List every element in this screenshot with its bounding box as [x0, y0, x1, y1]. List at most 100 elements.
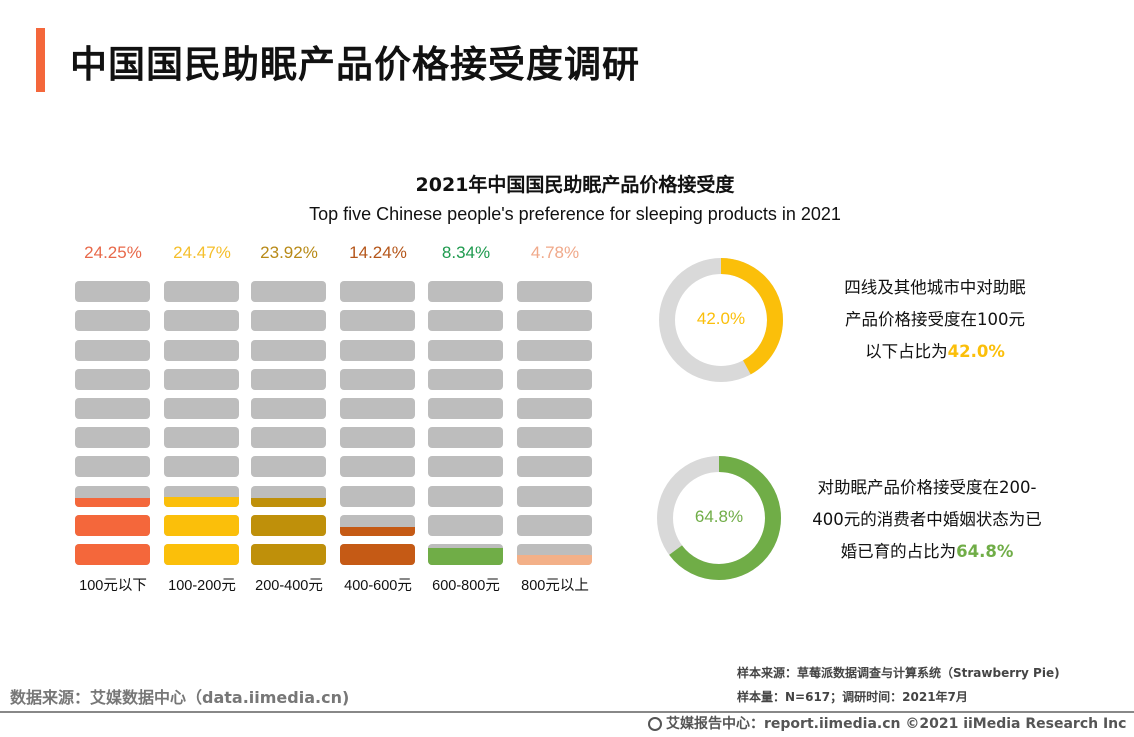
- description-line: 婚已育的占比为64.8%: [840, 542, 1014, 561]
- description-line: 四线及其他城市中对助眠: [844, 278, 1026, 297]
- value-label: 14.24%: [349, 243, 407, 262]
- description-line: 400元的消费者中婚姻状态为已: [812, 510, 1042, 529]
- value-label: 23.92%: [260, 243, 318, 262]
- block: [164, 456, 239, 478]
- donut-arc: [657, 456, 781, 580]
- description-line: 以下占比为42.0%: [865, 342, 1005, 361]
- block: [75, 281, 150, 303]
- block: [517, 514, 592, 536]
- block-fill: [428, 547, 503, 565]
- value-label: 4.78%: [530, 243, 580, 262]
- donut-center-label: 42.0%: [696, 309, 746, 328]
- value-label: 8.34%: [441, 243, 491, 262]
- block: [164, 427, 239, 449]
- block: [75, 339, 150, 361]
- block-fill: [75, 514, 150, 536]
- block: [340, 398, 415, 419]
- block: [251, 368, 326, 390]
- block: [75, 514, 150, 536]
- block: [251, 427, 326, 449]
- donut-chart: [659, 258, 783, 382]
- block-fill: [251, 514, 326, 536]
- block: [517, 310, 592, 332]
- block: [164, 544, 239, 565]
- block: [517, 281, 592, 303]
- block: [251, 456, 326, 478]
- block: [251, 485, 326, 507]
- donut-arc: [659, 258, 783, 382]
- block: [517, 544, 592, 565]
- block-fill: [340, 544, 415, 565]
- block: [340, 339, 415, 361]
- highlight-value: 42.0%: [947, 342, 1005, 361]
- block: [251, 514, 326, 536]
- copyright: 艾媒报告中心：report.iimedia.cn ©2021 iiMedia R…: [648, 713, 1126, 733]
- highlight-value: 64.8%: [956, 542, 1014, 561]
- block: [75, 485, 150, 507]
- title-accent-bar: [36, 28, 45, 92]
- block-fill: [164, 544, 239, 565]
- block: [340, 514, 415, 536]
- block: [340, 544, 415, 565]
- block-fill: [75, 544, 150, 565]
- block-fill: [164, 514, 239, 536]
- block: [428, 514, 503, 536]
- chart-subtitle: Top five Chinese people's preference for…: [309, 204, 841, 224]
- category-label: 600-800元: [432, 578, 500, 594]
- block: [164, 485, 239, 507]
- block: [251, 281, 326, 303]
- block-fill: [164, 497, 239, 507]
- block: [340, 485, 415, 507]
- chart-title: 2021年中国国民助眠产品价格接受度: [415, 174, 735, 196]
- block: [75, 544, 150, 565]
- block: [340, 427, 415, 449]
- block: [164, 368, 239, 390]
- block: [428, 310, 503, 332]
- block: [251, 310, 326, 332]
- donut-description: 对助眠产品价格接受度在200- 400元的消费者中婚姻状态为已 婚已育的占比为64.…: [792, 472, 1062, 568]
- block: [75, 456, 150, 478]
- block: [428, 427, 503, 449]
- block: [75, 398, 150, 419]
- value-label: 24.47%: [173, 243, 231, 262]
- block: [75, 310, 150, 332]
- block: [340, 310, 415, 332]
- block: [517, 485, 592, 507]
- block: [428, 281, 503, 303]
- block: [164, 398, 239, 419]
- block: [340, 281, 415, 303]
- block: [340, 368, 415, 390]
- sample-source: 样本来源：草莓派数据调查与计算系统（Strawberry Pie): [737, 666, 1060, 680]
- category-label: 100-200元: [168, 578, 236, 594]
- block-fill: [517, 554, 592, 565]
- category-label: 100元以下: [79, 578, 147, 594]
- donut-description: 四线及其他城市中对助眠 产品价格接受度在100元 以下占比为42.0%: [800, 272, 1070, 368]
- block: [428, 544, 503, 565]
- block: [428, 485, 503, 507]
- block: [517, 398, 592, 419]
- globe-icon: [648, 717, 662, 731]
- description-line: 产品价格接受度在100元: [845, 310, 1025, 329]
- block: [428, 456, 503, 478]
- block: [75, 427, 150, 449]
- block-fill: [75, 497, 150, 507]
- block: [428, 398, 503, 419]
- block: [164, 310, 239, 332]
- value-label: 24.25%: [84, 243, 142, 262]
- block: [428, 339, 503, 361]
- category-label: 200-400元: [255, 578, 323, 594]
- block-fill: [340, 526, 415, 536]
- block: [340, 456, 415, 478]
- block: [164, 339, 239, 361]
- block: [517, 339, 592, 361]
- block-fill: [251, 544, 326, 565]
- block: [164, 281, 239, 303]
- copyright-text: 艾媒报告中心：report.iimedia.cn ©2021 iiMedia R…: [666, 716, 1127, 732]
- donut-center-label: 64.8%: [694, 507, 744, 526]
- sample-size: 样本量：N=617；调研时间：2021年7月: [737, 690, 968, 704]
- data-source: 数据来源：艾媒数据中心（data.iimedia.cn): [10, 688, 350, 707]
- block: [75, 368, 150, 390]
- page-title: 中国国民助眠产品价格接受度调研: [70, 43, 640, 86]
- block: [517, 368, 592, 390]
- category-label: 400-600元: [344, 578, 412, 594]
